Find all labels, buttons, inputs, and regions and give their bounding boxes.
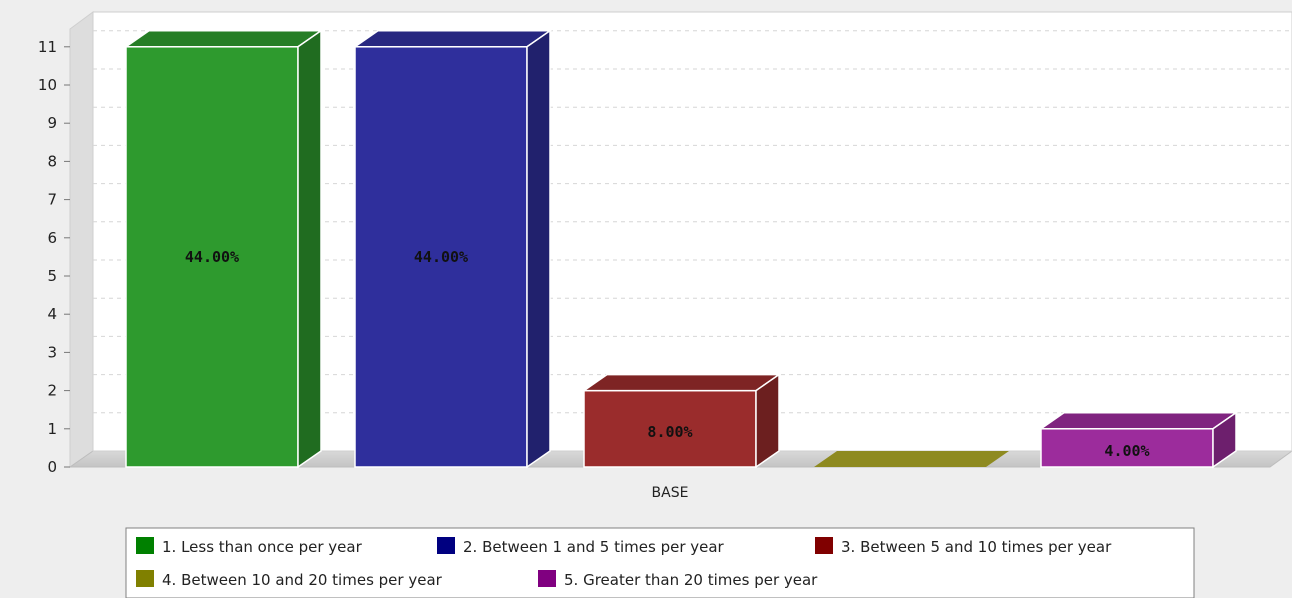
legend-swatch [136, 537, 154, 554]
y-axis: 0 1 2 3 4 5 6 7 8 9 10 11 [38, 38, 70, 476]
bar-top [1038, 412, 1239, 430]
legend-swatch [437, 537, 455, 554]
legend-item-5: 5. Greater than 20 times per year [538, 570, 818, 589]
legend-item-3: 3. Between 5 and 10 times per year [815, 537, 1112, 556]
bar-front [125, 46, 299, 468]
bar-top [581, 373, 782, 392]
data-labels: 44.00% 44.00% 8.00% 4.00% [185, 248, 1150, 460]
y-tick-label: 11 [38, 38, 57, 56]
legend-label: 4. Between 10 and 20 times per year [162, 571, 443, 589]
y-tick-label: 8 [47, 152, 57, 170]
bar-2 [352, 29, 553, 469]
bar-top [814, 451, 1009, 467]
bar-side [755, 373, 780, 469]
y-tick-label: 3 [47, 343, 57, 361]
y-tick-label: 10 [38, 76, 57, 94]
legend-item-2: 2. Between 1 and 5 times per year [437, 537, 725, 556]
bar-front [1040, 428, 1214, 468]
data-label: 44.00% [185, 248, 239, 266]
legend-swatch [136, 570, 154, 587]
bar-3 [581, 373, 782, 469]
y-tick-label: 9 [47, 114, 57, 132]
y-tick-label: 0 [47, 458, 57, 476]
legend-item-4: 4. Between 10 and 20 times per year [136, 570, 443, 589]
legend-label: 2. Between 1 and 5 times per year [463, 538, 725, 556]
y-tick-label: 6 [47, 229, 57, 247]
bar-top [123, 30, 324, 48]
y-tick-label: 5 [47, 267, 57, 285]
bar-side [526, 29, 551, 469]
bars [123, 29, 1239, 469]
data-label: 44.00% [414, 248, 468, 266]
bar-front [354, 46, 528, 468]
legend-label: 1. Less than once per year [162, 538, 363, 556]
bar-top [352, 30, 553, 48]
bar-front [583, 389, 757, 468]
y-tick-label: 1 [47, 420, 57, 438]
bar-side [1212, 411, 1237, 469]
y-tick-label: 7 [47, 191, 57, 209]
legend-swatch [815, 537, 833, 554]
bar-4 [814, 451, 1009, 467]
bar-side [297, 29, 322, 469]
legend-label: 5. Greater than 20 times per year [564, 571, 818, 589]
legend-swatch [538, 570, 556, 587]
legend-label: 3. Between 5 and 10 times per year [841, 538, 1112, 556]
y-tick-label: 2 [47, 382, 57, 400]
data-label: 4.00% [1104, 442, 1149, 460]
data-label: 8.00% [647, 423, 692, 441]
legend-box [125, 527, 1195, 598]
bar-1 [123, 29, 324, 469]
plot-side-wall [69, 11, 94, 468]
category-label: BASE [652, 485, 689, 501]
y-tick-label: 4 [47, 305, 57, 323]
bar-5 [1038, 411, 1239, 469]
legend: 1. Less than once per year 2. Between 1 a… [136, 537, 1112, 589]
legend-item-1: 1. Less than once per year [136, 537, 363, 556]
